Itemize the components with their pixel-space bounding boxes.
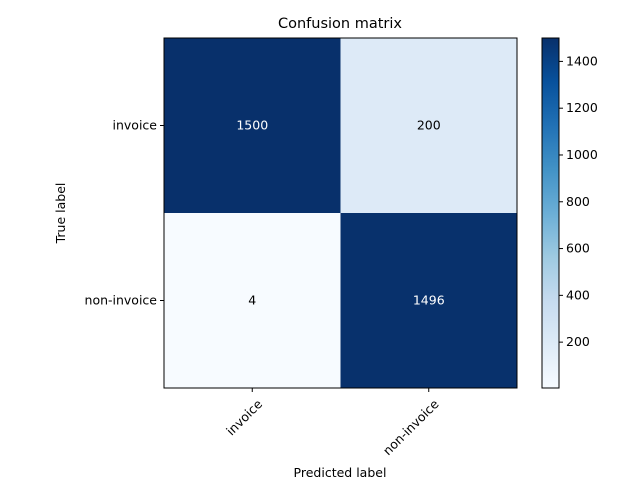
colorbar-tick-label: 600: [566, 241, 590, 256]
x-axis-label: Predicted label: [294, 465, 387, 480]
colorbar-tick-label: 1000: [566, 147, 598, 162]
heatmap-cell: [340, 38, 517, 213]
colorbar-tick-label: 800: [566, 194, 590, 209]
x-tick-label: non-invoice: [380, 396, 442, 458]
y-axis-ticks: invoice non-invoice: [85, 118, 164, 308]
y-axis-label: True label: [53, 183, 68, 245]
x-tick-label: invoice: [223, 396, 265, 438]
x-axis-ticks: invoice non-invoice: [223, 388, 442, 458]
cell-value-label: 1500: [236, 118, 268, 133]
plot-frame: [163, 37, 518, 389]
y-tick-label: invoice: [113, 118, 158, 133]
colorbar: [541, 37, 560, 389]
heatmap-cells: [164, 38, 517, 388]
cell-value-label: 4: [248, 293, 256, 308]
colorbar-tick-label: 1400: [566, 53, 598, 68]
heatmap-cell-labels: 1500 200 4 1496: [236, 118, 444, 308]
cell-value-label: 1496: [413, 293, 445, 308]
colorbar-tick-label: 1200: [566, 100, 598, 115]
colorbar-ticks: 200 400 600 800 1000 1200 1400: [559, 53, 598, 349]
colorbar-tick-label: 200: [566, 334, 590, 349]
cell-value-label: 200: [417, 118, 441, 133]
colorbar-tick-label: 400: [566, 287, 590, 302]
heatmap-cell: [164, 213, 341, 388]
chart-title: Confusion matrix: [278, 16, 402, 32]
y-tick-label: non-invoice: [85, 293, 158, 308]
heatmap-cell: [340, 213, 517, 388]
heatmap-cell: [164, 38, 341, 213]
